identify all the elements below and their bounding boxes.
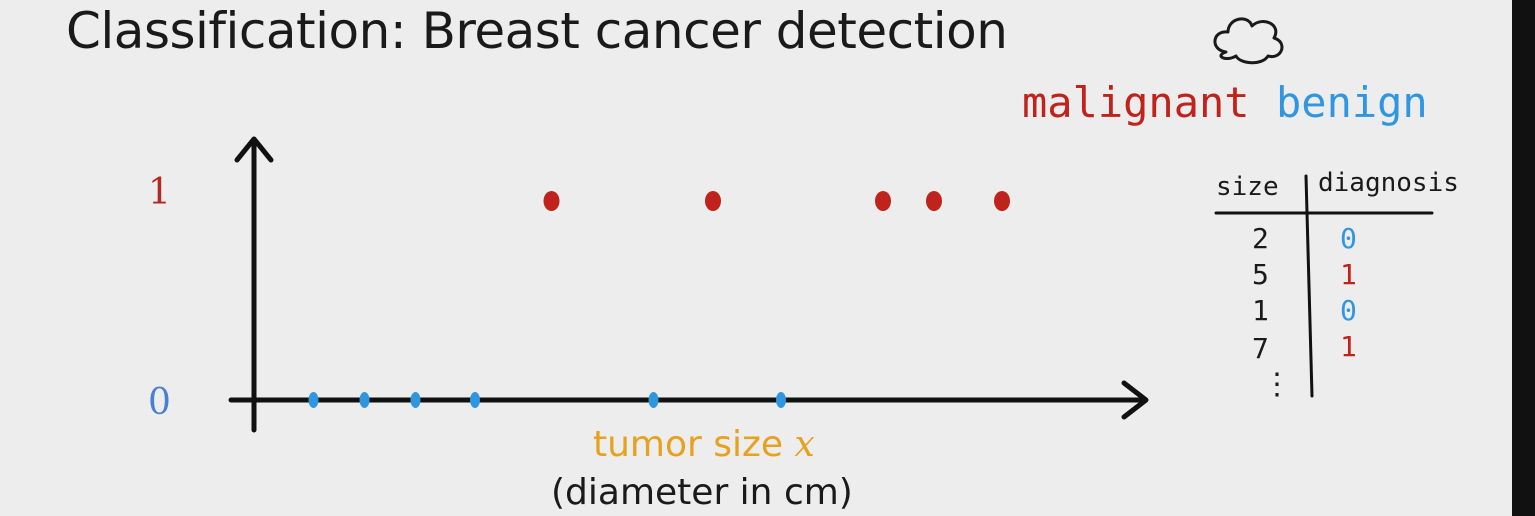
side-bar xyxy=(1512,0,1535,516)
x-axis-sublabel: (diameter in cm) xyxy=(551,472,853,513)
table-cell-size: 5 xyxy=(1252,258,1269,291)
table-more-ellipsis: ⋮ xyxy=(1262,367,1292,402)
page-title: Classification: Breast cancer detection xyxy=(66,2,1008,60)
y-tick-0: 0 xyxy=(148,382,171,423)
x-axis-label: tumor size x xyxy=(593,424,815,465)
benign-point xyxy=(308,392,319,408)
x-axis-variable: x xyxy=(794,424,815,465)
malignant-point xyxy=(543,191,560,211)
y-axis-arrow xyxy=(234,136,274,163)
table-column-rule xyxy=(1304,174,1314,398)
table-header-diagnosis: diagnosis xyxy=(1318,168,1459,198)
table-header-size: size xyxy=(1216,172,1279,202)
table-cell-size: 2 xyxy=(1252,222,1269,255)
table-cell-size: 7 xyxy=(1252,332,1269,365)
benign-point xyxy=(648,392,659,408)
malignant-point xyxy=(926,191,942,211)
y-tick-1: 1 xyxy=(148,172,171,213)
legend-benign: benign xyxy=(1276,78,1428,127)
benign-point xyxy=(410,392,421,408)
x-axis-label-text: tumor size xyxy=(593,424,784,465)
malignant-point xyxy=(875,191,891,211)
benign-point xyxy=(470,392,480,408)
legend-malignant: malignant xyxy=(1022,78,1250,127)
cloud-icon xyxy=(1213,17,1284,65)
malignant-point xyxy=(705,191,721,211)
x-axis-arrow xyxy=(1121,380,1149,420)
table-cell-diagnosis: 1 xyxy=(1340,258,1357,291)
malignant-point xyxy=(994,191,1010,211)
table-cell-diagnosis: 1 xyxy=(1340,330,1357,363)
table-cell-size: 1 xyxy=(1252,294,1269,327)
table-cell-diagnosis: 0 xyxy=(1340,294,1357,327)
data-points xyxy=(308,191,1010,408)
benign-point xyxy=(776,392,786,408)
benign-point xyxy=(359,392,370,408)
table-cell-diagnosis: 0 xyxy=(1340,222,1357,255)
